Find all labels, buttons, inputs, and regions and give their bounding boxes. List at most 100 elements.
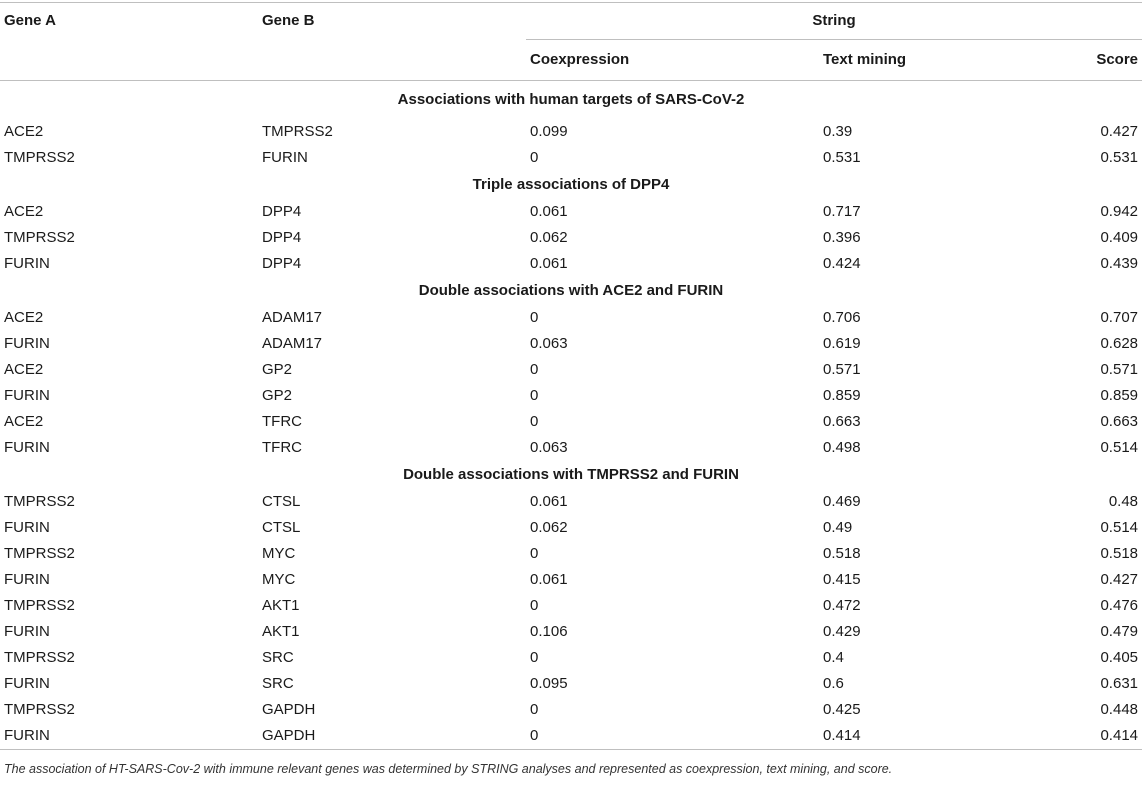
coexpression-cell: 0 (530, 361, 539, 378)
coexpression-cell: 0.061 (530, 203, 568, 220)
text-mining-cell: 0.6 (823, 675, 844, 692)
gene-b-cell: CTSL (262, 519, 301, 536)
coexpression-cell: 0 (530, 309, 539, 326)
gene-a-cell: FURIN (4, 571, 50, 588)
score-cell: 0.414 (1049, 723, 1142, 750)
gene-b-cell: GP2 (262, 387, 293, 404)
header-spacer-b (258, 40, 526, 81)
gene-b-cell: DPP4 (262, 203, 302, 220)
gene-b-cell: SRC (262, 649, 294, 666)
table-header: Gene A Gene B String Coexpression Text m… (0, 2, 1142, 81)
gene-b-cell: AKT1 (262, 623, 300, 640)
header-text-mining: Text mining (823, 51, 907, 68)
coexpression-cell: 0 (526, 723, 819, 750)
table-row: TMPRSS2 MYC 0 0.518 0.518 (0, 541, 1142, 567)
gene-b-cell: SRC (262, 675, 294, 692)
gene-a-cell: TMPRSS2 (4, 229, 75, 246)
gene-a-cell: TMPRSS2 (4, 149, 75, 166)
coexpression-cell: 0.062 (530, 519, 568, 536)
gene-b-cell: MYC (262, 545, 296, 562)
gene-b-cell: TFRC (262, 413, 302, 430)
gene-a-cell: FURIN (4, 387, 50, 404)
gene-b-cell: ADAM17 (262, 309, 323, 326)
coexpression-cell: 0.063 (530, 335, 568, 352)
coexpression-cell: 0.062 (530, 229, 568, 246)
table-row: ACE2 DPP4 0.061 0.717 0.942 (0, 199, 1142, 225)
table-row: TMPRSS2 SRC 0 0.4 0.405 (0, 645, 1142, 671)
table-row: TMPRSS2 CTSL 0.061 0.469 0.48 (0, 489, 1142, 515)
gene-a-cell: FURIN (4, 255, 50, 272)
table-caption: The association of HT-SARS-Cov-2 with im… (4, 762, 893, 776)
coexpression-cell: 0 (530, 701, 539, 718)
text-mining-cell: 0.619 (823, 335, 861, 352)
coexpression-cell: 0.061 (530, 571, 568, 588)
text-mining-cell: 0.518 (823, 545, 861, 562)
table-row: FURIN SRC 0.095 0.6 0.631 (0, 671, 1142, 697)
section-header-row: Double associations with TMPRSS2 and FUR… (0, 461, 1142, 489)
gene-b-cell: TMPRSS2 (262, 123, 333, 140)
gene-b-cell: DPP4 (262, 255, 302, 272)
gene-a-cell: FURIN (4, 335, 50, 352)
text-mining-cell: 0.425 (823, 701, 861, 718)
table-row: FURIN GAPDH 0 0.414 0.414 (0, 723, 1142, 750)
score-cell: 0.518 (1100, 545, 1139, 562)
table-row: FURIN ADAM17 0.063 0.619 0.628 (0, 331, 1142, 357)
table-row: FURIN GP2 0 0.859 0.859 (0, 383, 1142, 409)
gene-b-cell: AKT1 (262, 597, 300, 614)
table-row: ACE2 TMPRSS2 0.099 0.39 0.427 (0, 119, 1142, 145)
header-score: Score (1096, 51, 1139, 68)
score-cell: 0.663 (1100, 413, 1139, 430)
gene-a-cell: ACE2 (4, 203, 44, 220)
section-title: Double associations with TMPRSS2 and FUR… (403, 466, 739, 483)
table-row: FURIN DPP4 0.061 0.424 0.439 (0, 251, 1142, 277)
gene-b-cell: TFRC (262, 439, 302, 456)
gene-a-cell: ACE2 (4, 309, 44, 326)
gene-b-cell: GAPDH (258, 723, 526, 750)
score-cell: 0.448 (1100, 701, 1139, 718)
text-mining-cell: 0.429 (823, 623, 861, 640)
table-row: FURIN CTSL 0.062 0.49 0.514 (0, 515, 1142, 541)
coexpression-cell: 0 (530, 149, 539, 166)
table-row: ACE2 ADAM17 0 0.706 0.707 (0, 305, 1142, 331)
table-row: ACE2 GP2 0 0.571 0.571 (0, 357, 1142, 383)
gene-a-cell: ACE2 (4, 361, 44, 378)
section-header-row: Double associations with ACE2 and FURIN (0, 277, 1142, 305)
coexpression-cell: 0 (530, 413, 539, 430)
section-header-row: Associations with human targets of SARS-… (0, 81, 1142, 120)
gene-a-cell: ACE2 (4, 123, 44, 140)
score-cell: 0.48 (1108, 493, 1139, 510)
text-mining-cell: 0.706 (823, 309, 861, 326)
table-row: TMPRSS2 AKT1 0 0.472 0.476 (0, 593, 1142, 619)
table-row: TMPRSS2 GAPDH 0 0.425 0.448 (0, 697, 1142, 723)
score-cell: 0.531 (1100, 149, 1139, 166)
score-cell: 0.405 (1100, 649, 1139, 666)
score-cell: 0.707 (1100, 309, 1139, 326)
header-coexpression: Coexpression (530, 51, 630, 68)
text-mining-cell: 0.414 (819, 723, 1049, 750)
gene-a-cell: FURIN (4, 439, 50, 456)
gene-b-cell: GP2 (262, 361, 293, 378)
score-cell: 0.479 (1100, 623, 1139, 640)
text-mining-cell: 0.415 (823, 571, 861, 588)
text-mining-cell: 0.424 (823, 255, 861, 272)
coexpression-cell: 0.106 (530, 623, 568, 640)
gene-a-cell: FURIN (4, 623, 50, 640)
table-body: Associations with human targets of SARS-… (0, 81, 1142, 750)
score-cell: 0.942 (1100, 203, 1139, 220)
score-cell: 0.514 (1100, 519, 1139, 536)
coexpression-cell: 0.095 (530, 675, 568, 692)
section-title: Double associations with ACE2 and FURIN (418, 282, 724, 299)
gene-b-cell: CTSL (262, 493, 301, 510)
coexpression-cell: 0 (530, 649, 539, 666)
text-mining-cell: 0.49 (823, 519, 853, 536)
association-table: Gene A Gene B String Coexpression Text m… (0, 2, 1142, 750)
header-gene-a: Gene A (4, 12, 56, 30)
section-title: Associations with human targets of SARS-… (397, 91, 745, 108)
header-string-group: String (526, 2, 1142, 40)
text-mining-cell: 0.4 (823, 649, 844, 666)
score-cell: 0.427 (1100, 571, 1139, 588)
score-cell: 0.628 (1100, 335, 1139, 352)
text-mining-cell: 0.396 (823, 229, 861, 246)
text-mining-cell: 0.717 (823, 203, 861, 220)
